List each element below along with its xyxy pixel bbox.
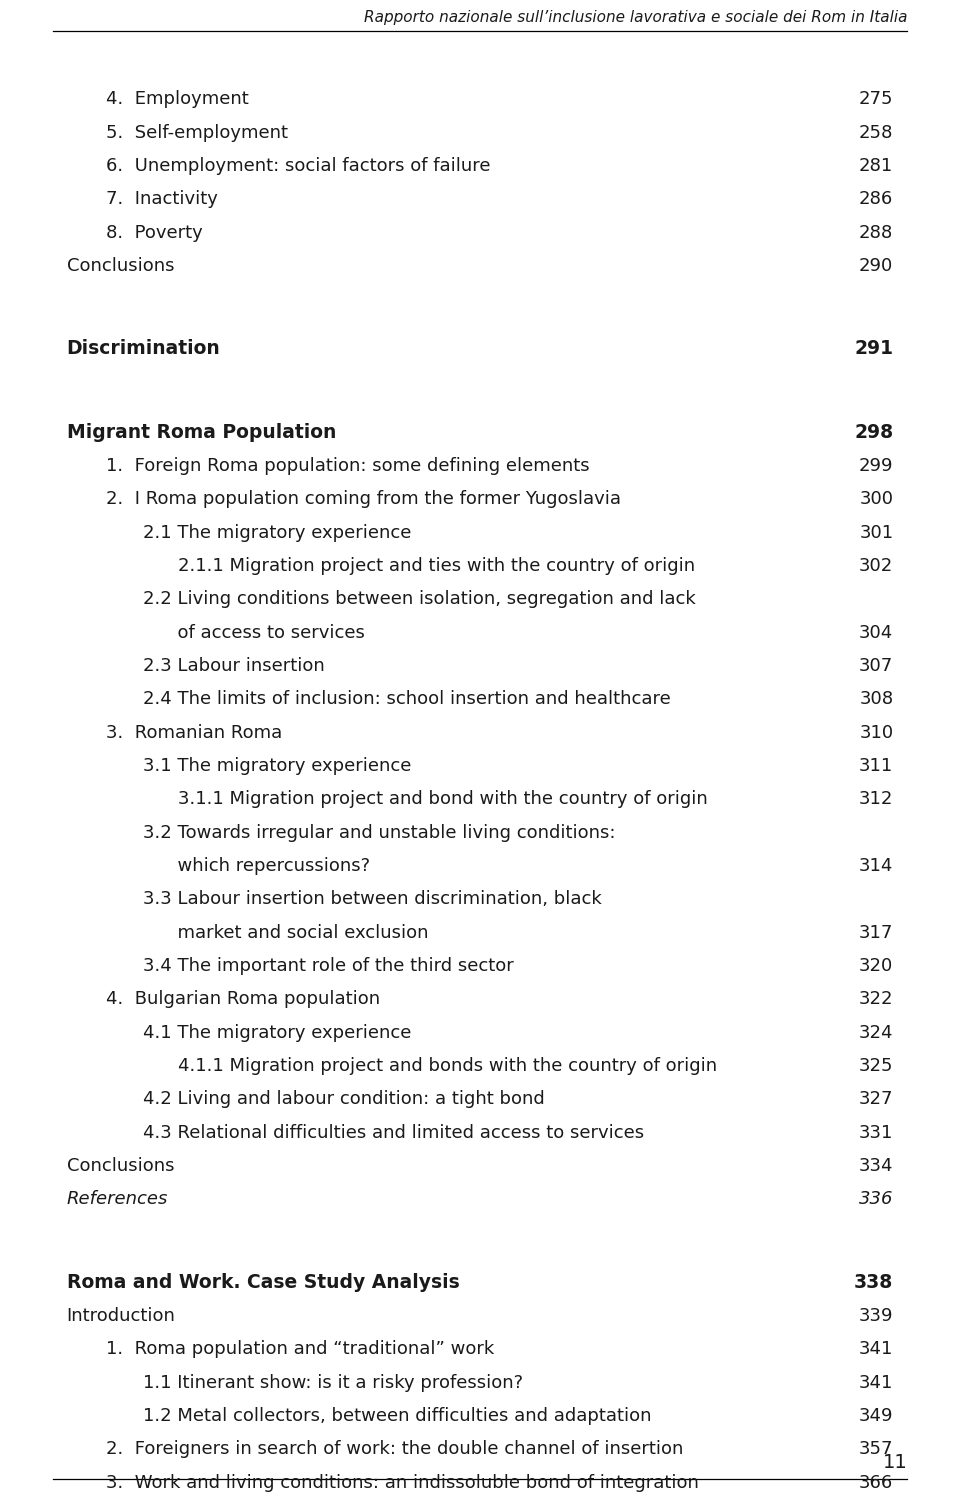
Text: 311: 311 [859,757,894,775]
Text: 2.1.1 Migration project and ties with the country of origin: 2.1.1 Migration project and ties with th… [178,556,695,575]
Text: 281: 281 [859,156,894,174]
Text: 2.  I Roma population coming from the former Yugoslavia: 2. I Roma population coming from the for… [106,490,620,508]
Text: 2.1 The migratory experience: 2.1 The migratory experience [143,523,412,541]
Text: 298: 298 [854,423,894,442]
Text: 327: 327 [859,1090,894,1108]
Text: 286: 286 [859,190,894,208]
Text: 338: 338 [854,1272,894,1292]
Text: 4.3 Relational difficulties and limited access to services: 4.3 Relational difficulties and limited … [143,1123,644,1142]
Text: 2.3 Labour insertion: 2.3 Labour insertion [143,657,324,675]
Text: 299: 299 [859,457,894,475]
Text: 275: 275 [859,90,894,108]
Text: 5.  Self-employment: 5. Self-employment [106,123,288,141]
Text: References: References [66,1190,168,1208]
Text: 331: 331 [859,1123,894,1142]
Text: 312: 312 [859,790,894,808]
Text: 366: 366 [859,1474,894,1492]
Text: 339: 339 [859,1307,894,1325]
Text: 4.  Bulgarian Roma population: 4. Bulgarian Roma population [106,990,380,1008]
Text: 3.1 The migratory experience: 3.1 The migratory experience [143,757,412,775]
Text: 291: 291 [854,340,894,358]
Text: 258: 258 [859,123,894,141]
Text: 317: 317 [859,923,894,942]
Text: Discrimination: Discrimination [66,340,221,358]
Text: 1.1 Itinerant show: is it a risky profession?: 1.1 Itinerant show: is it a risky profes… [143,1373,523,1391]
Text: 2.2 Living conditions between isolation, segregation and lack: 2.2 Living conditions between isolation,… [143,590,696,608]
Text: 6.  Unemployment: social factors of failure: 6. Unemployment: social factors of failu… [106,156,490,174]
Text: 308: 308 [859,690,894,708]
Text: 322: 322 [859,990,894,1008]
Text: 324: 324 [859,1024,894,1041]
Text: 307: 307 [859,657,894,675]
Text: 302: 302 [859,556,894,575]
Text: of access to services: of access to services [143,624,365,642]
Text: 8.  Poverty: 8. Poverty [106,224,203,242]
Text: 357: 357 [859,1441,894,1459]
Text: 1.  Roma population and “traditional” work: 1. Roma population and “traditional” wor… [106,1340,493,1358]
Text: 310: 310 [859,723,894,741]
Text: 304: 304 [859,624,894,642]
Text: 341: 341 [859,1340,894,1358]
Text: Introduction: Introduction [66,1307,176,1325]
Text: 3.3 Labour insertion between discrimination, black: 3.3 Labour insertion between discriminat… [143,890,602,908]
Text: 314: 314 [859,857,894,875]
Text: 4.  Employment: 4. Employment [106,90,249,108]
Text: which repercussions?: which repercussions? [143,857,371,875]
Text: 341: 341 [859,1373,894,1391]
Text: 4.1 The migratory experience: 4.1 The migratory experience [143,1024,412,1041]
Text: 300: 300 [859,490,894,508]
Text: 1.  Foreign Roma population: some defining elements: 1. Foreign Roma population: some definin… [106,457,589,475]
Text: 3.1.1 Migration project and bond with the country of origin: 3.1.1 Migration project and bond with th… [178,790,708,808]
Text: 1.2 Metal collectors, between difficulties and adaptation: 1.2 Metal collectors, between difficulti… [143,1406,652,1424]
Text: 349: 349 [859,1406,894,1424]
Text: 288: 288 [859,224,894,242]
Text: Conclusions: Conclusions [66,1157,174,1175]
Text: Rapporto nazionale sull’inclusione lavorativa e sociale dei Rom in Italia: Rapporto nazionale sull’inclusione lavor… [364,11,907,26]
Text: 301: 301 [859,523,894,541]
Text: 320: 320 [859,957,894,975]
Text: 334: 334 [859,1157,894,1175]
Text: Migrant Roma Population: Migrant Roma Population [66,423,336,442]
Text: 325: 325 [859,1057,894,1075]
Text: 7.  Inactivity: 7. Inactivity [106,190,217,208]
Text: Conclusions: Conclusions [66,257,174,275]
Text: 336: 336 [859,1190,894,1208]
Text: 3.2 Towards irregular and unstable living conditions:: 3.2 Towards irregular and unstable livin… [143,824,615,842]
Text: 290: 290 [859,257,894,275]
Text: 3.  Romanian Roma: 3. Romanian Roma [106,723,282,741]
Text: Roma and Work. Case Study Analysis: Roma and Work. Case Study Analysis [66,1272,460,1292]
Text: 4.1.1 Migration project and bonds with the country of origin: 4.1.1 Migration project and bonds with t… [178,1057,717,1075]
Text: 2.4 The limits of inclusion: school insertion and healthcare: 2.4 The limits of inclusion: school inse… [143,690,671,708]
Text: 4.2 Living and labour condition: a tight bond: 4.2 Living and labour condition: a tight… [143,1090,545,1108]
Text: 2.  Foreigners in search of work: the double channel of insertion: 2. Foreigners in search of work: the dou… [106,1441,683,1459]
Text: market and social exclusion: market and social exclusion [143,923,428,942]
Text: 3.4 The important role of the third sector: 3.4 The important role of the third sect… [143,957,514,975]
Text: 3.  Work and living conditions: an indissoluble bond of integration: 3. Work and living conditions: an indiss… [106,1474,699,1492]
Text: 11: 11 [882,1453,907,1472]
